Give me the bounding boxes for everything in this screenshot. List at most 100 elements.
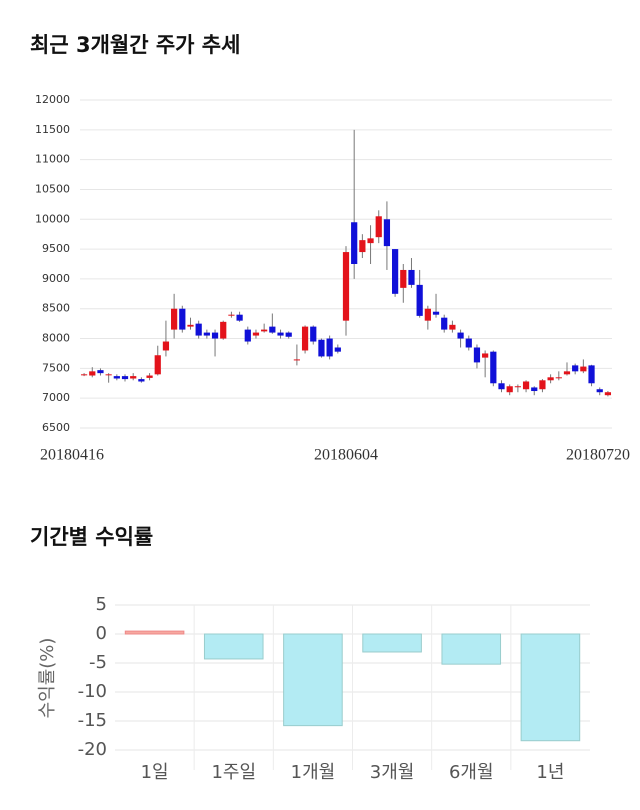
y-axis-label: 수익률(%) [37, 638, 58, 719]
candle-body [269, 326, 276, 333]
candle-body [351, 222, 358, 264]
candle-body [318, 339, 325, 357]
x-tick-label: 20180416 [40, 447, 104, 464]
candle-body [473, 347, 481, 363]
x-tick-label: 1일 [141, 762, 169, 783]
candle-body [359, 240, 366, 253]
candle-body [113, 376, 120, 379]
candle-body [211, 332, 219, 339]
candle-body [187, 324, 194, 327]
candle-body [432, 311, 440, 315]
candle-body [171, 308, 178, 330]
candle-body [580, 366, 587, 372]
candle-body [342, 252, 350, 321]
candle-body [416, 284, 423, 316]
candle-body [244, 329, 251, 342]
bar [124, 630, 185, 635]
candle-body [449, 324, 456, 330]
bar [283, 633, 343, 727]
candle-body [522, 381, 530, 390]
candle-body [555, 377, 562, 379]
chart-title: 기간별 수익률 [30, 525, 153, 549]
candle-body [408, 269, 415, 285]
y-tick-label: -20 [78, 739, 107, 760]
bar [362, 633, 422, 653]
candle-body [498, 383, 505, 390]
candle-body [465, 338, 472, 348]
y-tick-label: 11000 [35, 153, 70, 166]
candle-body [457, 332, 464, 339]
chart-title: 최근 3개월간 주가 추세 [30, 33, 240, 57]
y-tick-label: 6500 [42, 421, 70, 434]
candle-body [80, 374, 88, 376]
candle-body [400, 269, 407, 288]
candle-body [138, 379, 145, 382]
candle-body [162, 341, 170, 351]
x-tick-label: 1년 [536, 762, 564, 783]
candle-body [441, 317, 448, 330]
candle-body [89, 371, 96, 376]
candle-body [301, 326, 309, 351]
y-tick-label: 8000 [42, 332, 70, 345]
y-tick-label: 11500 [35, 123, 70, 136]
candle-body [563, 371, 571, 375]
y-tick-label: 10000 [35, 212, 70, 225]
x-tick-label: 1개월 [291, 762, 336, 783]
candle-body [146, 375, 153, 378]
x-tick-label: 1주일 [211, 762, 256, 783]
candle-body [121, 376, 129, 380]
candle-body [285, 332, 292, 337]
bar [203, 633, 264, 660]
y-tick-label: 7000 [42, 391, 70, 404]
candle-body [514, 386, 521, 388]
y-tick-label: 9000 [42, 272, 70, 285]
bar [520, 633, 581, 742]
candle-body [195, 323, 202, 336]
y-tick-label: -5 [89, 652, 107, 673]
candle-body [252, 332, 260, 336]
candle-body [277, 332, 284, 336]
candle-body [236, 314, 243, 321]
candle-body [531, 387, 538, 392]
candle-body [203, 332, 210, 336]
y-tick-label: 8500 [42, 302, 70, 315]
candle-body [604, 392, 612, 396]
y-tick-label: 7500 [42, 361, 70, 374]
y-tick-label: -15 [78, 710, 107, 731]
candle-body [154, 355, 161, 375]
candle-body [228, 314, 235, 316]
x-tick-label: 20180720 [566, 447, 630, 464]
candle-body [97, 370, 104, 374]
candle-body [220, 321, 227, 339]
candle-body [596, 389, 603, 393]
candle-body [326, 338, 333, 357]
bar [441, 633, 502, 665]
candle-body [391, 249, 399, 294]
y-tick-label: 0 [96, 623, 107, 644]
candle-body [310, 326, 317, 342]
candle-body [179, 308, 186, 330]
x-tick-label: 20180604 [314, 447, 378, 464]
candle-body [383, 219, 391, 247]
y-tick-label: 10500 [35, 182, 70, 195]
candle-body [334, 347, 341, 352]
candle-body [367, 238, 374, 244]
candle-body [539, 380, 546, 390]
candle-body [105, 374, 112, 376]
candle-body [375, 216, 382, 238]
y-tick-label: 9500 [42, 242, 70, 255]
y-tick-label: -10 [78, 681, 107, 702]
y-tick-label: 5 [96, 594, 107, 615]
candle-body [261, 329, 268, 332]
candle-body [547, 377, 554, 381]
candle-body [424, 308, 431, 321]
candle-body [130, 376, 137, 379]
y-tick-label: 12000 [35, 93, 70, 106]
candle-body [506, 386, 513, 393]
x-tick-label: 6개월 [449, 762, 494, 783]
candle-body [572, 365, 579, 372]
candle-body [588, 365, 595, 384]
x-tick-label: 3개월 [370, 762, 415, 783]
candle-body [293, 359, 301, 361]
